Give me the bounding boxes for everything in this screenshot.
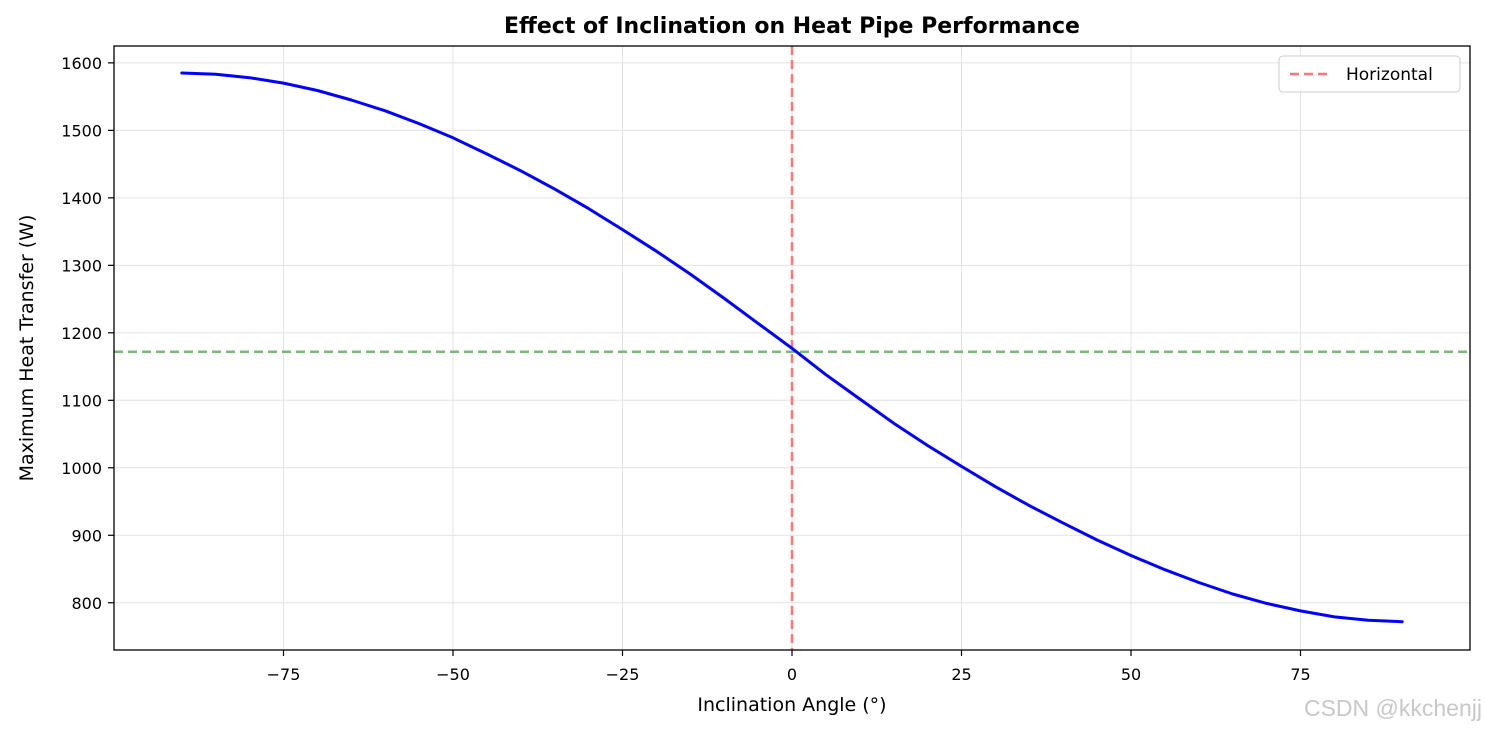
y-tick-label: 1500 (61, 121, 102, 140)
y-axis-label: Maximum Heat Transfer (W) (16, 215, 38, 482)
y-tick-label: 1300 (61, 256, 102, 275)
x-tick-label: 75 (1290, 665, 1310, 684)
x-tick-label: 0 (787, 665, 797, 684)
y-tick-label: 900 (71, 526, 102, 545)
legend-box (1278, 55, 1461, 93)
y-tick-label: 1600 (61, 54, 102, 73)
y-tick-label: 1200 (61, 324, 102, 343)
x-tick-label: 50 (1121, 665, 1141, 684)
y-tick-label: 1000 (61, 459, 102, 478)
x-tick-label: −50 (436, 665, 470, 684)
grid-lines (114, 46, 1470, 650)
x-axis-label: Inclination Angle (°) (697, 694, 886, 716)
watermark: CSDN @kkchenjj (1304, 695, 1482, 721)
y-tick-label: 1100 (61, 391, 102, 410)
y-tick-label: 1400 (61, 189, 102, 208)
legend-label-horizontal: Horizontal (1346, 65, 1433, 85)
legend: Horizontal (1278, 55, 1461, 93)
x-axis: −75 −50 −25 0 25 50 75 (267, 650, 1311, 684)
y-tick-label: 800 (71, 594, 102, 613)
chart-title: Effect of Inclination on Heat Pipe Perfo… (504, 14, 1080, 39)
x-tick-label: −25 (606, 665, 640, 684)
data-series (180, 71, 1404, 624)
x-tick-label: −75 (267, 665, 301, 684)
y-axis: 800 900 1000 1100 1200 1300 1400 1500 1600 (61, 54, 114, 613)
x-tick-label: 25 (951, 665, 971, 684)
heat-transfer-curve (180, 71, 1404, 624)
